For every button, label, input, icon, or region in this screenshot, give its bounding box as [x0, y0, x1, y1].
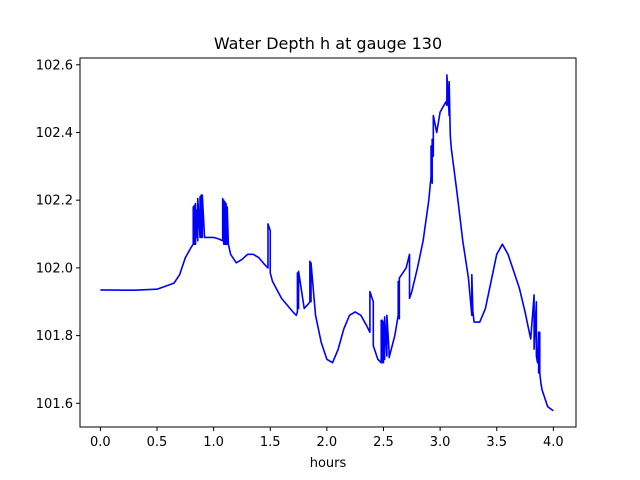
y-tick-label: 101.8 — [36, 329, 73, 344]
x-tick-label: 0.5 — [147, 435, 168, 450]
x-tick-label: 3.0 — [430, 435, 451, 450]
x-tick-label: 2.0 — [317, 435, 338, 450]
y-tick-label: 102.2 — [36, 194, 73, 209]
y-axis-ticks: 101.6 101.8 102.0 102.2 102.4 102.6 — [36, 58, 80, 412]
y-tick-label: 102.0 — [36, 261, 73, 276]
x-tick-label: 0.0 — [90, 435, 111, 450]
y-tick-label: 102.6 — [36, 58, 73, 73]
series-line-0 — [100, 74, 554, 412]
x-tick-label: 4.0 — [543, 435, 564, 450]
x-axis-ticks: 0.0 0.5 1.0 1.5 2.0 2.5 3.0 3.5 4.0 — [90, 427, 564, 450]
x-tick-label: 1.0 — [203, 435, 224, 450]
x-tick-label: 3.5 — [486, 435, 507, 450]
x-tick-label: 2.5 — [373, 435, 394, 450]
y-tick-label: 101.6 — [36, 397, 73, 412]
x-axis-label: hours — [310, 456, 347, 471]
chart-title: Water Depth h at gauge 130 — [214, 34, 442, 53]
axes-frame — [79, 57, 577, 428]
x-tick-label: 1.5 — [260, 435, 281, 450]
y-tick-label: 102.4 — [36, 126, 73, 141]
plot-area — [100, 74, 554, 412]
